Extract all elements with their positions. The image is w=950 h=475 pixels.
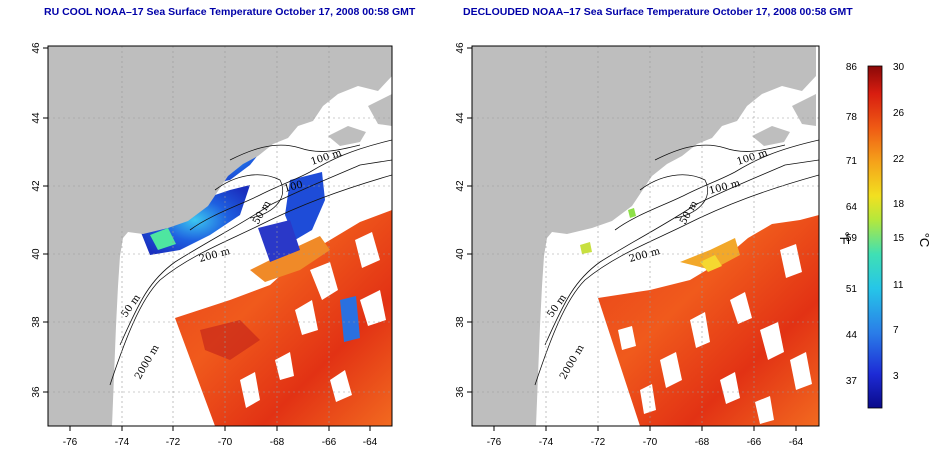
fahrenheit-tick: 59 [846, 233, 858, 244]
right-lon-tick: -72 [591, 437, 606, 448]
right-lon-tick: -70 [643, 437, 658, 448]
celsius-tick: 26 [893, 108, 905, 119]
left-lon-tick: -68 [270, 437, 285, 448]
left-contour-label: 100 [283, 179, 304, 195]
left-lon-tick: -64 [363, 437, 378, 448]
left-map: 100 m 100 50 m 200 m 50 m 2000 m [31, 42, 393, 448]
left-lat-tick: 36 [31, 386, 42, 398]
celsius-tick: 3 [893, 371, 899, 382]
left-lat-tick: 40 [31, 248, 42, 260]
celsius-tick: 22 [893, 154, 905, 165]
right-lat-tick: 46 [455, 42, 466, 54]
right-lat-tick: 44 [455, 112, 466, 124]
fahrenheit-tick: 44 [846, 330, 858, 341]
right-lon-tick: -66 [747, 437, 762, 448]
fahrenheit-tick: 86 [846, 62, 858, 73]
left-lat-tick: 44 [31, 112, 42, 124]
fahrenheit-unit-label: °F [837, 231, 852, 244]
fahrenheit-tick: 51 [846, 284, 858, 295]
fahrenheit-tick: 64 [846, 202, 858, 213]
celsius-unit-label: °C [917, 233, 932, 248]
celsius-tick: 18 [893, 199, 905, 210]
right-lon-tick: -76 [487, 437, 502, 448]
celsius-tick: 15 [893, 233, 905, 244]
fahrenheit-tick: 71 [846, 156, 858, 167]
right-lon-tick: -74 [539, 437, 554, 448]
left-panel-title: RU COOL NOAA–17 Sea Surface Temperature … [44, 6, 416, 18]
right-panel-title: DECLOUDED NOAA–17 Sea Surface Temperatur… [463, 6, 853, 18]
celsius-tick: 30 [893, 62, 905, 73]
left-lat-tick: 46 [31, 42, 42, 54]
celsius-tick: 7 [893, 325, 899, 336]
right-lon-tick: -64 [789, 437, 804, 448]
celsius-tick: 11 [893, 280, 904, 291]
temperature-colorbar: 86 78 71 64 59 51 44 37 30 26 22 18 15 1… [837, 62, 932, 409]
left-lon-tick: -72 [166, 437, 181, 448]
left-lat-tick: 38 [31, 316, 42, 328]
right-map: 100 m 100 m 50 m 200 m 50 m 2000 m [455, 42, 820, 448]
right-lon-tick: -68 [695, 437, 710, 448]
right-lat-tick: 42 [455, 180, 466, 192]
left-lon-tick: -76 [63, 437, 78, 448]
left-lon-tick: -74 [115, 437, 130, 448]
left-lon-tick: -70 [218, 437, 233, 448]
left-lat-tick: 42 [31, 180, 42, 192]
fahrenheit-tick: 37 [846, 376, 858, 387]
fahrenheit-tick: 78 [846, 112, 858, 123]
right-lat-tick: 40 [455, 248, 466, 260]
left-lon-tick: -66 [322, 437, 337, 448]
right-lat-tick: 36 [455, 386, 466, 398]
right-lat-tick: 38 [455, 316, 466, 328]
